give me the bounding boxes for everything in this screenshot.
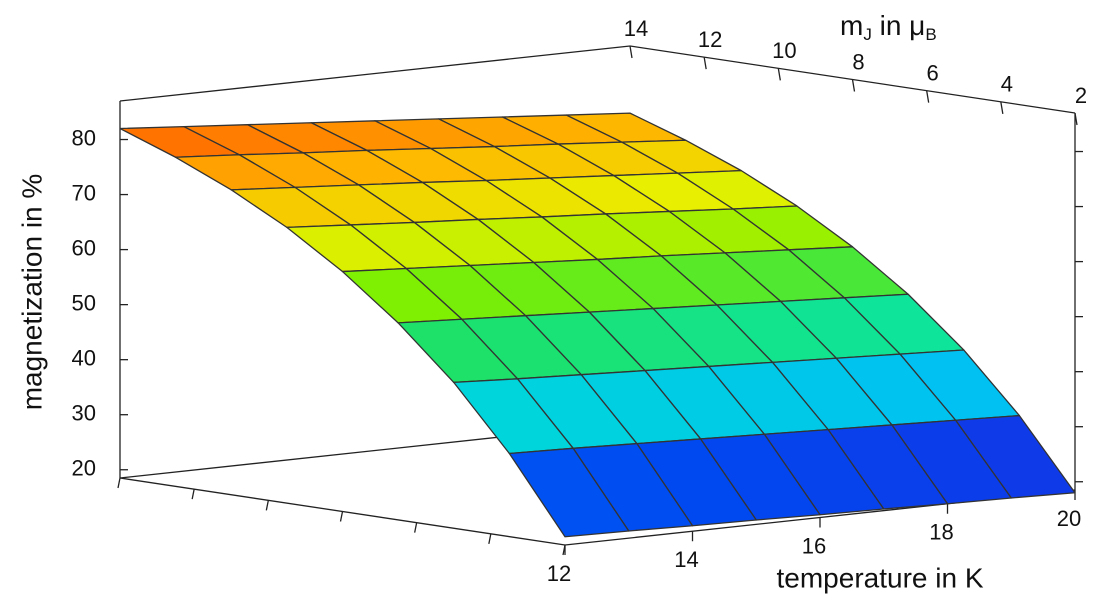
z-axis-label: magnetization in % <box>16 174 47 411</box>
z-tick-label: 80 <box>72 125 96 150</box>
y-tick-label: 2 <box>1075 83 1087 108</box>
y-tick-bottom <box>339 511 344 522</box>
y-tick <box>1074 112 1078 126</box>
x-axis-label: temperature in K <box>777 562 984 593</box>
y-tick <box>1000 101 1004 114</box>
x-tick-label: 12 <box>547 561 571 586</box>
box-edge <box>119 45 631 102</box>
y-tick <box>926 90 930 103</box>
y-tick-bottom <box>117 477 121 489</box>
x-tick-label: 14 <box>674 547 698 572</box>
x-tick-label: 16 <box>802 533 826 558</box>
y-tick-label: 6 <box>927 60 939 85</box>
x-tick-label: 20 <box>1057 506 1081 531</box>
z-tick-label: 20 <box>72 456 96 481</box>
y-label-part: B <box>925 25 936 44</box>
z-tick-label: 40 <box>72 345 96 370</box>
z-tick-label: 70 <box>72 180 96 205</box>
y-tick-bottom <box>488 533 492 544</box>
x-tick-label: 18 <box>929 520 953 545</box>
y-tick-label: 10 <box>772 38 796 63</box>
y-label-part: m <box>840 10 863 41</box>
y-tick <box>851 79 856 92</box>
y-tick <box>703 57 707 70</box>
y-label-part: J <box>863 25 872 44</box>
y-tick-bottom <box>414 522 418 533</box>
y-tick-bottom <box>562 544 566 556</box>
y-tick <box>777 68 781 81</box>
y-tick-bottom <box>265 500 269 511</box>
y-tick <box>629 45 633 59</box>
z-tick-label: 50 <box>72 290 96 315</box>
y-tick-label: 8 <box>852 49 864 74</box>
surface-cell <box>508 447 630 538</box>
z-tick-label: 30 <box>72 401 96 426</box>
y-tick-label: 14 <box>624 16 648 41</box>
y-tick-label: 4 <box>1001 72 1013 97</box>
y-axis-label: mJ in μB <box>840 10 937 44</box>
z-tick-label: 60 <box>72 235 96 260</box>
y-label-part: in μ <box>872 10 925 41</box>
y-tick-label: 12 <box>698 27 722 52</box>
y-tick-bottom <box>191 489 195 500</box>
